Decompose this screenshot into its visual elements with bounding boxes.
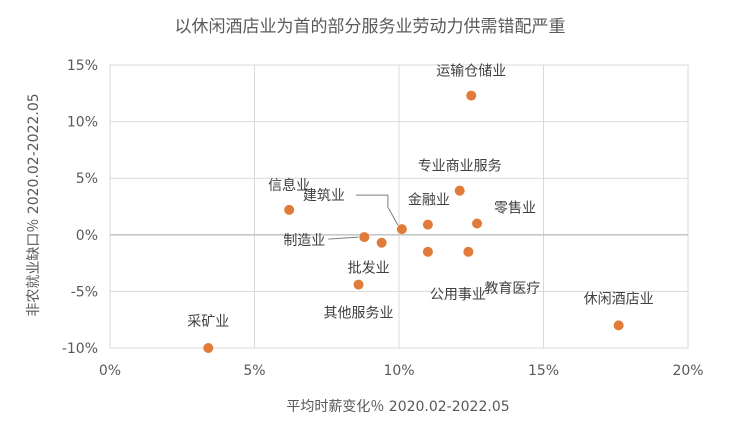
x-tick-label: 10% (383, 363, 414, 379)
grid (109, 64, 689, 349)
point-label: 信息业 (268, 177, 310, 194)
data-point (422, 219, 433, 230)
x-tick-label: 0% (99, 363, 121, 379)
data-point (422, 246, 433, 257)
data-point (613, 320, 624, 331)
data-point (463, 246, 474, 257)
data-point (466, 90, 477, 101)
x-axis-title: 平均时薪变化％ 2020.02-2022.05 (286, 399, 509, 415)
y-tick-label: 10% (67, 115, 98, 131)
data-point (376, 237, 387, 248)
y-axis-title: 非农就业缺口％ 2020.02-2022.05 (26, 93, 42, 316)
point-label: 专业商业服务 (418, 159, 502, 175)
leader-line (355, 194, 399, 226)
leader-lines (328, 194, 399, 240)
chart-title: 以休闲酒店业为首的部分服务业劳动力供需错配严重 (175, 17, 566, 37)
x-tick-label: 20% (672, 363, 703, 379)
data-points (203, 90, 624, 353)
data-point (353, 279, 364, 290)
point-label: 采矿业 (187, 314, 229, 330)
y-tick-label: 5% (76, 171, 98, 187)
data-point (472, 218, 483, 229)
point-label: 零售业 (494, 200, 536, 216)
y-tick-label: 15% (67, 58, 98, 74)
tick-labels: 0% 5% 10% 15% 20% 15% 10% 5% 0% -5% -10% (62, 58, 704, 379)
point-label: 教育医疗 (484, 281, 540, 297)
leader-line (328, 236, 359, 240)
point-label: 公用事业 (430, 287, 486, 303)
x-tick-label: 15% (528, 363, 559, 379)
data-point (359, 232, 370, 243)
data-point (454, 185, 465, 196)
y-tick-label: -5% (71, 284, 98, 300)
point-label: 批发业 (348, 261, 390, 277)
point-label: 其他服务业 (324, 306, 394, 322)
x-tick-label: 5% (243, 363, 265, 379)
data-point (284, 204, 295, 215)
point-label: 建筑业 (303, 188, 345, 204)
point-label: 金融业 (408, 193, 450, 209)
data-point (203, 343, 214, 353)
point-label: 运输仓储业 (436, 64, 506, 80)
point-label: 休闲酒店业 (584, 291, 654, 307)
y-tick-label: -10% (62, 341, 98, 357)
data-point (396, 224, 407, 235)
point-label: 制造业 (283, 233, 325, 249)
y-tick-label: 0% (76, 228, 98, 244)
